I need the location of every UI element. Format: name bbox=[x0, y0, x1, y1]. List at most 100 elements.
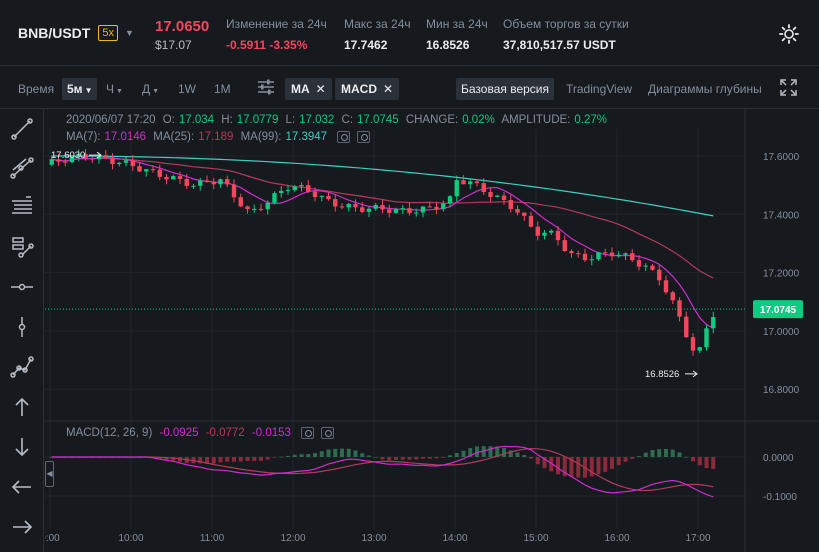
macd-histogram-bar bbox=[475, 446, 479, 457]
macd-histogram-bar bbox=[684, 456, 689, 458]
vertical-line-icon[interactable] bbox=[8, 313, 36, 341]
candle-down bbox=[488, 192, 493, 197]
candle-up bbox=[69, 156, 75, 163]
arrow-right-icon[interactable] bbox=[8, 513, 36, 541]
candle-down bbox=[630, 253, 635, 261]
candle-up bbox=[447, 196, 453, 204]
eye-icon[interactable] bbox=[337, 131, 351, 143]
macd-histogram-bar bbox=[630, 457, 635, 459]
stat-low-24h: Мин за 24ч 16.8526 bbox=[426, 17, 488, 52]
base-version-tab[interactable]: Базовая версия bbox=[456, 78, 554, 100]
candle-up bbox=[346, 203, 351, 208]
ma-legend: MA(7): 17.0146 MA(25): 17.189 MA(99): 17.39… bbox=[66, 131, 374, 143]
macd-histogram-bar bbox=[670, 449, 675, 457]
candle-up bbox=[549, 230, 554, 233]
macd-histogram-bar bbox=[286, 455, 290, 457]
candle-down bbox=[508, 199, 513, 210]
settings-small-icon[interactable] bbox=[357, 131, 371, 143]
interval-days-dropdown[interactable]: Д ▼ bbox=[142, 78, 159, 100]
price-tick-label: 16.8000 bbox=[763, 385, 800, 396]
interval-1w[interactable]: 1W bbox=[178, 82, 196, 96]
arrow-down-icon[interactable] bbox=[8, 433, 36, 461]
price-tick-label: 17.6000 bbox=[763, 152, 800, 163]
chart-toolbar: Время 5м ▼ Ч ▼ Д ▼ 1W 1M MA ✕ MACD ✕ Базовая … bbox=[0, 67, 819, 109]
pair-selector[interactable]: BNB/USDT 5x ▼ bbox=[18, 25, 134, 41]
macd-histogram-bar bbox=[454, 452, 459, 457]
macd-histogram-bar bbox=[313, 453, 317, 457]
time-tick-label: 16:00 bbox=[604, 533, 629, 544]
interval-label: 5м bbox=[67, 82, 83, 96]
time-tick-label: 13:00 bbox=[361, 533, 386, 544]
ma25-label: MA(25): bbox=[153, 131, 195, 144]
candle-down bbox=[245, 206, 250, 210]
ma7-line bbox=[51, 156, 714, 329]
candle-up bbox=[420, 206, 426, 213]
pair-name[interactable]: BNB/USDT bbox=[18, 25, 91, 41]
stat-label: Мин за 24ч bbox=[426, 17, 488, 31]
stat-value: 37,810,517.57 USDT bbox=[503, 38, 616, 52]
horizontal-line-icon[interactable] bbox=[8, 273, 36, 301]
settings-small-icon[interactable] bbox=[321, 427, 335, 439]
arrow-left-icon[interactable] bbox=[8, 473, 36, 501]
arrow-up-icon[interactable] bbox=[8, 393, 36, 421]
macd-histogram-bar bbox=[461, 450, 466, 457]
ma99-line bbox=[51, 155, 714, 217]
candle-down bbox=[63, 161, 68, 163]
macd-line bbox=[51, 445, 714, 498]
collapse-panel-handle[interactable]: ◀ bbox=[45, 461, 54, 487]
candle-down bbox=[657, 269, 662, 281]
legend-change-value: 0.02% bbox=[462, 114, 495, 126]
legend-amplitude-label: AMPLITUDE: bbox=[501, 114, 571, 126]
macd-histogram-bar bbox=[542, 457, 547, 469]
macd-histogram-bar bbox=[292, 454, 297, 457]
parallel-channel-icon[interactable] bbox=[8, 154, 36, 182]
stat-value: 16.8526 bbox=[426, 38, 470, 52]
ma-indicator-chip[interactable]: MA ✕ bbox=[285, 78, 332, 100]
depth-chart-tab[interactable]: Диаграммы глубины bbox=[648, 82, 762, 96]
candle-down bbox=[522, 212, 527, 216]
fullscreen-icon[interactable] bbox=[780, 79, 797, 96]
candle-up bbox=[252, 208, 257, 210]
close-icon[interactable]: ✕ bbox=[383, 82, 394, 96]
path-icon[interactable] bbox=[8, 353, 36, 381]
chart-canvas[interactable]: 17.6000 17.4000 17.2000 17.0000 16.8000 9:00 1… bbox=[45, 109, 819, 552]
indicator-settings-icon[interactable] bbox=[254, 76, 278, 98]
macd-histogram-bar bbox=[380, 457, 385, 460]
candle-down bbox=[690, 337, 696, 351]
macd-histogram-bar bbox=[225, 457, 230, 462]
candle-down bbox=[609, 252, 615, 257]
candle-up bbox=[191, 185, 196, 187]
candle-down bbox=[164, 176, 169, 180]
macd-histogram-bar bbox=[319, 451, 324, 457]
macd-histogram-bar bbox=[657, 449, 662, 457]
trend-line-icon[interactable] bbox=[8, 115, 36, 143]
time-tick-label: 15:00 bbox=[523, 533, 548, 544]
interval-5m-dropdown[interactable]: 5м ▼ bbox=[62, 78, 98, 100]
interval-1m[interactable]: 1M bbox=[214, 82, 231, 96]
close-icon[interactable]: ✕ bbox=[315, 82, 326, 96]
settings-gear-icon[interactable] bbox=[778, 23, 800, 45]
macd-histogram-bar bbox=[259, 457, 263, 461]
eye-icon[interactable] bbox=[301, 427, 315, 439]
candle-down bbox=[211, 182, 216, 185]
macd-tick-label: 0.0000 bbox=[763, 453, 794, 464]
macd-histogram-bar bbox=[198, 457, 203, 464]
ma25-value: 17.189 bbox=[198, 131, 234, 144]
macd-histogram-bar bbox=[394, 457, 398, 460]
candle-down bbox=[312, 191, 318, 198]
macd-histogram-bar bbox=[272, 457, 277, 458]
macd-histogram-bar bbox=[529, 457, 533, 459]
candle-up bbox=[623, 253, 628, 255]
fib-retracement-icon[interactable] bbox=[8, 193, 36, 221]
ticker-header: BNB/USDT 5x ▼ 17.0650 $17.07 Изменение з… bbox=[0, 0, 819, 66]
candle-down bbox=[339, 206, 345, 208]
chevron-down-icon[interactable]: ▼ bbox=[124, 28, 134, 38]
candlestick-chart[interactable]: 17.6000 17.4000 17.2000 17.0000 16.8000 9:00 1… bbox=[45, 109, 819, 552]
macd-value-3: -0.0153 bbox=[251, 427, 291, 440]
tradingview-tab[interactable]: TradingView bbox=[566, 82, 633, 96]
caret-down-icon: ▼ bbox=[84, 86, 93, 95]
interval-hours-dropdown[interactable]: Ч ▼ bbox=[106, 78, 123, 100]
candle-up bbox=[279, 190, 284, 194]
pattern-icon[interactable] bbox=[8, 233, 36, 261]
macd-indicator-chip[interactable]: MACD ✕ bbox=[335, 78, 400, 100]
